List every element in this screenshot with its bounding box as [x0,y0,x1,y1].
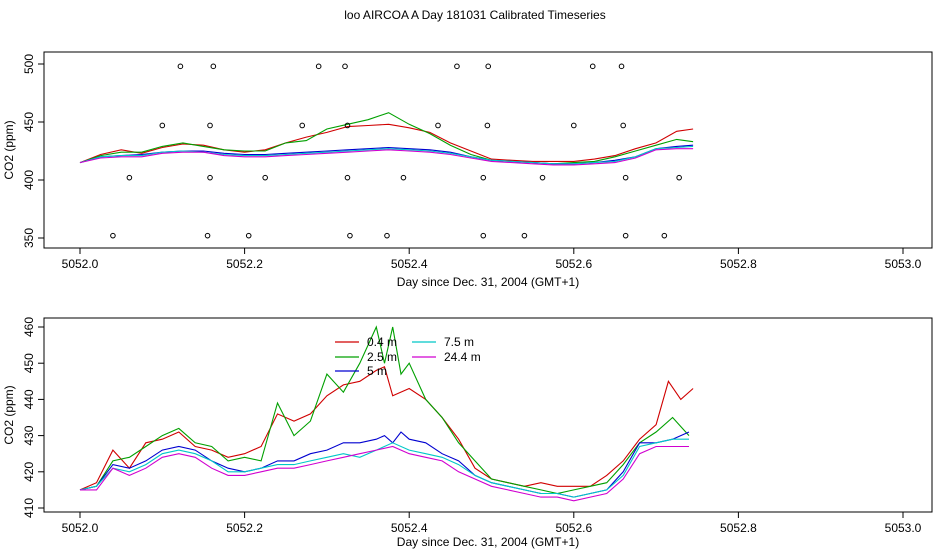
panel-1-point [521,232,528,239]
panel-2-frame [43,317,933,513]
panel-2-xtick-label: 5052.8 [720,521,757,535]
panel-2-series-5-mm [79,431,690,498]
panel-1-series-24-4-mm [79,148,694,166]
panel-2-xtick-label: 5052.0 [62,521,99,535]
panel-2-series-24-4-mm [80,445,689,502]
legend-label-2-5-mm: 2.5 m [367,350,397,364]
panel-1-xtick-label: 5052.0 [62,257,99,271]
panel-1-point [299,122,306,129]
panel-1-point [480,232,487,239]
panel-1-ytick-label: 350 [22,228,36,248]
panel-1-point [159,122,166,129]
panel-1-point [204,232,211,239]
chart-title: loo AIRCOA A Day 181031 Calibrated Times… [344,8,606,22]
panel-1-point [210,63,217,70]
panel-2-series-2-5-mm [79,325,690,495]
panel-1-point [400,174,407,181]
panel-1-point [676,174,682,181]
panel-1-point [207,122,213,129]
panel-1-xtick-label: 5052.8 [720,257,757,271]
panel-2-ytick-label: 450 [22,353,36,373]
panel-2-xlabel: Day since Dec. 31, 2004 (GMT+1) [397,535,579,549]
panel-1-point [539,174,546,181]
panel-2-xtick-label: 5053.0 [885,521,922,535]
legend-label-7-5-mm: 7.5 m [444,335,474,349]
panel-1-xtick-label: 5053.0 [885,257,922,271]
panel-2-xtick-label: 5052.2 [226,521,263,535]
panel-2-series-7-5-mm [79,438,689,498]
panel-2-plot: 5052.0 5052.2 5052.4 5052.6 5052.8 5053.0 410 4… [22,317,922,535]
legend-label-5-mm: 5 m [367,364,387,378]
panel-1-xtick-label: 5052.6 [555,257,592,271]
panel-1-point [454,63,460,70]
panel-1-ylabel: CO2 (ppm) [2,120,16,179]
panel-1-ytick-label: 450 [22,112,36,132]
panel-1-point [245,232,252,239]
panel-1-point [571,122,577,129]
panel-2-ytick-label: 430 [22,425,36,445]
legend-label-0-4-mm: 0.4 m [367,335,397,349]
panel-1-frame [43,51,933,249]
panel-1-point [344,122,351,129]
panel-1-point [661,232,668,239]
panel-1-ytick-label: 500 [22,54,36,74]
panel-1-point [126,174,133,181]
panel-1-point [207,174,213,181]
panel-1-point [480,174,487,181]
panel-2-xtick-label: 5052.4 [391,521,428,535]
legend: 0.4 m2.5 m5 m 7.5 m24.4 m [335,335,481,378]
panel-1-point [177,63,184,70]
panel-1-point [262,174,268,181]
panel-1-xlabel: Day since Dec. 31, 2004 (GMT+1) [397,275,579,289]
panel-1-point [315,63,322,70]
panel-1-point [342,63,348,70]
panel-2-ytick-label: 460 [22,317,36,337]
panel-1-series-2-5-mm [79,112,694,165]
panel-2-ytick-label: 410 [22,498,36,518]
panel-1-point [622,174,629,181]
panel-2-ylabel: CO2 (ppm) [2,385,16,444]
panel-2-series-0-4-mm [79,366,694,491]
panel-1-point [347,232,353,239]
panel-1-point [110,232,116,239]
panel-1-point [622,232,629,239]
panel-1-point [484,122,491,129]
panel-1-point [435,122,441,129]
panel-2-xtick-label: 5052.6 [555,521,592,535]
panel-1-point [485,63,492,70]
panel-1-xtick-label: 5052.4 [391,257,428,271]
panel-1-point [384,232,390,239]
panel-1-point [620,122,626,129]
panel-1-ytick-label: 400 [22,170,36,190]
panel-1-point [618,63,625,70]
panel-1-series-5-mm [79,144,694,165]
panel-2-ytick-label: 420 [22,461,36,481]
panel-1-series-0-4-mm [79,123,694,164]
panel-1-xtick-label: 5052.2 [226,257,263,271]
legend-label-24-4-mm: 24.4 m [444,350,481,364]
panel-1-point [589,63,596,70]
panel-2-ytick-label: 440 [22,389,36,409]
panel-1-plot: 5052.0 5052.2 5052.4 5052.6 5052.8 5053.0 350 4… [22,54,922,271]
panel-1-series-7-5-mm [79,145,694,165]
panel-1-point [344,174,351,181]
